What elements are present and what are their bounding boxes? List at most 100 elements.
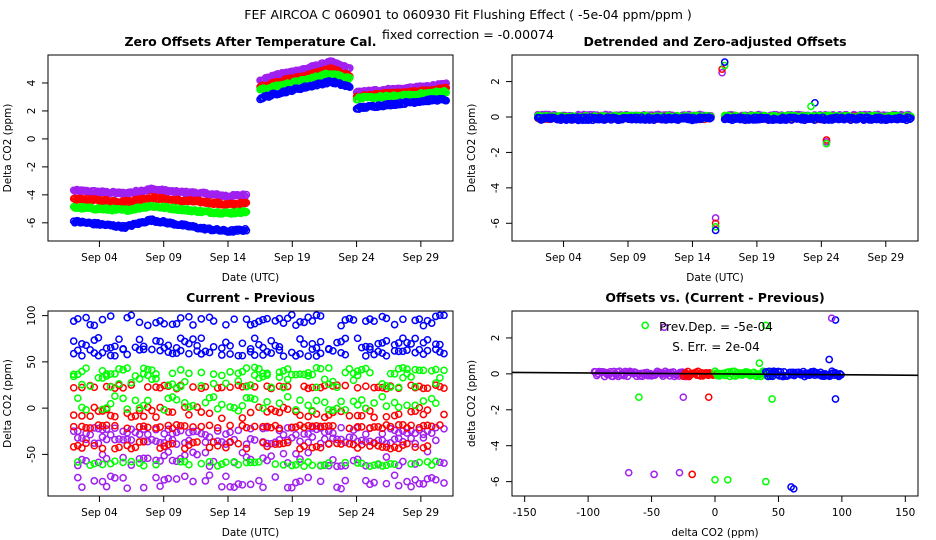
- data-point: [382, 443, 391, 452]
- data-point: [226, 350, 234, 358]
- annotation-prev-dep: Prev.Dep. = -5e-04: [659, 320, 773, 334]
- data-point: [357, 436, 366, 445]
- outlier-point: [768, 395, 776, 403]
- data-point: [304, 438, 313, 447]
- data-point: [300, 370, 308, 379]
- y-axis-label: Delta CO2 (ppm): [2, 104, 14, 193]
- data-point: [205, 471, 214, 480]
- data-point: [213, 437, 222, 445]
- data-point: [69, 337, 78, 345]
- data-point: [320, 435, 329, 443]
- data-point: [234, 406, 243, 415]
- data-point: [308, 383, 317, 392]
- series-blue: [69, 76, 451, 236]
- data-point: [259, 372, 267, 381]
- data-point: [180, 377, 189, 386]
- data-point: [180, 399, 189, 407]
- data-point: [164, 408, 173, 416]
- data-point: [394, 364, 403, 373]
- data-point: [345, 73, 354, 82]
- data-point: [296, 421, 304, 430]
- data-point: [90, 321, 99, 330]
- data-point: [427, 422, 436, 431]
- data-point: [386, 422, 395, 431]
- data-point: [127, 381, 136, 389]
- data-point: [242, 444, 251, 453]
- data-point: [111, 444, 119, 453]
- data-point: [160, 406, 169, 414]
- data-point: [78, 412, 86, 420]
- data-point: [324, 364, 333, 372]
- data-point: [361, 317, 370, 325]
- data-point: [374, 339, 383, 348]
- data-point: [176, 421, 185, 430]
- data-point: [287, 423, 296, 432]
- data-point: [102, 372, 111, 380]
- data-point: [419, 410, 428, 419]
- data-point: [82, 457, 90, 465]
- data-point: [234, 369, 243, 378]
- data-point: [213, 462, 222, 470]
- data-point: [78, 444, 86, 452]
- data-point: [82, 313, 90, 322]
- data-point: [160, 429, 169, 438]
- data-point: [394, 421, 403, 429]
- data-point: [312, 344, 321, 352]
- data-point: [312, 383, 321, 392]
- data-point: [193, 341, 201, 350]
- chart-title: Zero Offsets After Temperature Cal.: [124, 34, 376, 49]
- data-point: [172, 475, 181, 483]
- data-point: [115, 365, 123, 373]
- x-tick-label: Sep 29: [403, 507, 440, 519]
- data-point: [115, 335, 123, 344]
- data-point: [78, 434, 86, 443]
- data-point: [399, 457, 407, 466]
- data-point: [296, 437, 304, 446]
- data-point: [119, 474, 127, 482]
- data-point: [139, 454, 148, 463]
- data-point: [168, 320, 177, 329]
- y-tick-label: 50: [26, 355, 38, 368]
- data-point: [127, 413, 136, 421]
- data-point: [263, 347, 271, 356]
- data-point: [115, 380, 123, 388]
- x-tick-label: Sep 04: [545, 252, 582, 264]
- data-point: [431, 379, 440, 387]
- x-tick-label: Sep 24: [338, 252, 375, 264]
- data-point: [255, 458, 263, 466]
- data-point: [271, 460, 280, 468]
- data-point: [304, 473, 313, 482]
- data-point: [399, 373, 407, 382]
- data-point: [427, 394, 436, 403]
- data-point: [366, 480, 374, 489]
- data-point: [127, 378, 136, 387]
- data-point: [324, 461, 333, 470]
- data-point: [205, 458, 214, 466]
- data-point: [94, 458, 103, 467]
- data-point: [308, 422, 317, 431]
- data-point: [436, 348, 444, 356]
- data-point: [176, 314, 185, 322]
- points-layer: [512, 314, 918, 493]
- data-point: [390, 460, 399, 469]
- data-point: [148, 406, 156, 415]
- data-point: [123, 405, 132, 413]
- data-point: [226, 438, 234, 446]
- data-point: [345, 314, 354, 323]
- data-point: [119, 453, 127, 462]
- data-point: [139, 483, 148, 492]
- y-tick-label: -4: [26, 189, 38, 200]
- data-point: [345, 424, 354, 433]
- y-axis-label: delta CO2 (ppm): [466, 360, 478, 447]
- data-point: [156, 423, 164, 431]
- data-point: [304, 448, 313, 457]
- data-point: [185, 460, 193, 469]
- outlier-point: [711, 219, 720, 228]
- data-point: [234, 439, 243, 448]
- data-point: [399, 441, 407, 449]
- data-point: [386, 459, 395, 468]
- series-purple: [69, 57, 451, 201]
- data-point: [296, 317, 304, 326]
- data-point: [143, 321, 152, 330]
- data-point: [312, 421, 321, 430]
